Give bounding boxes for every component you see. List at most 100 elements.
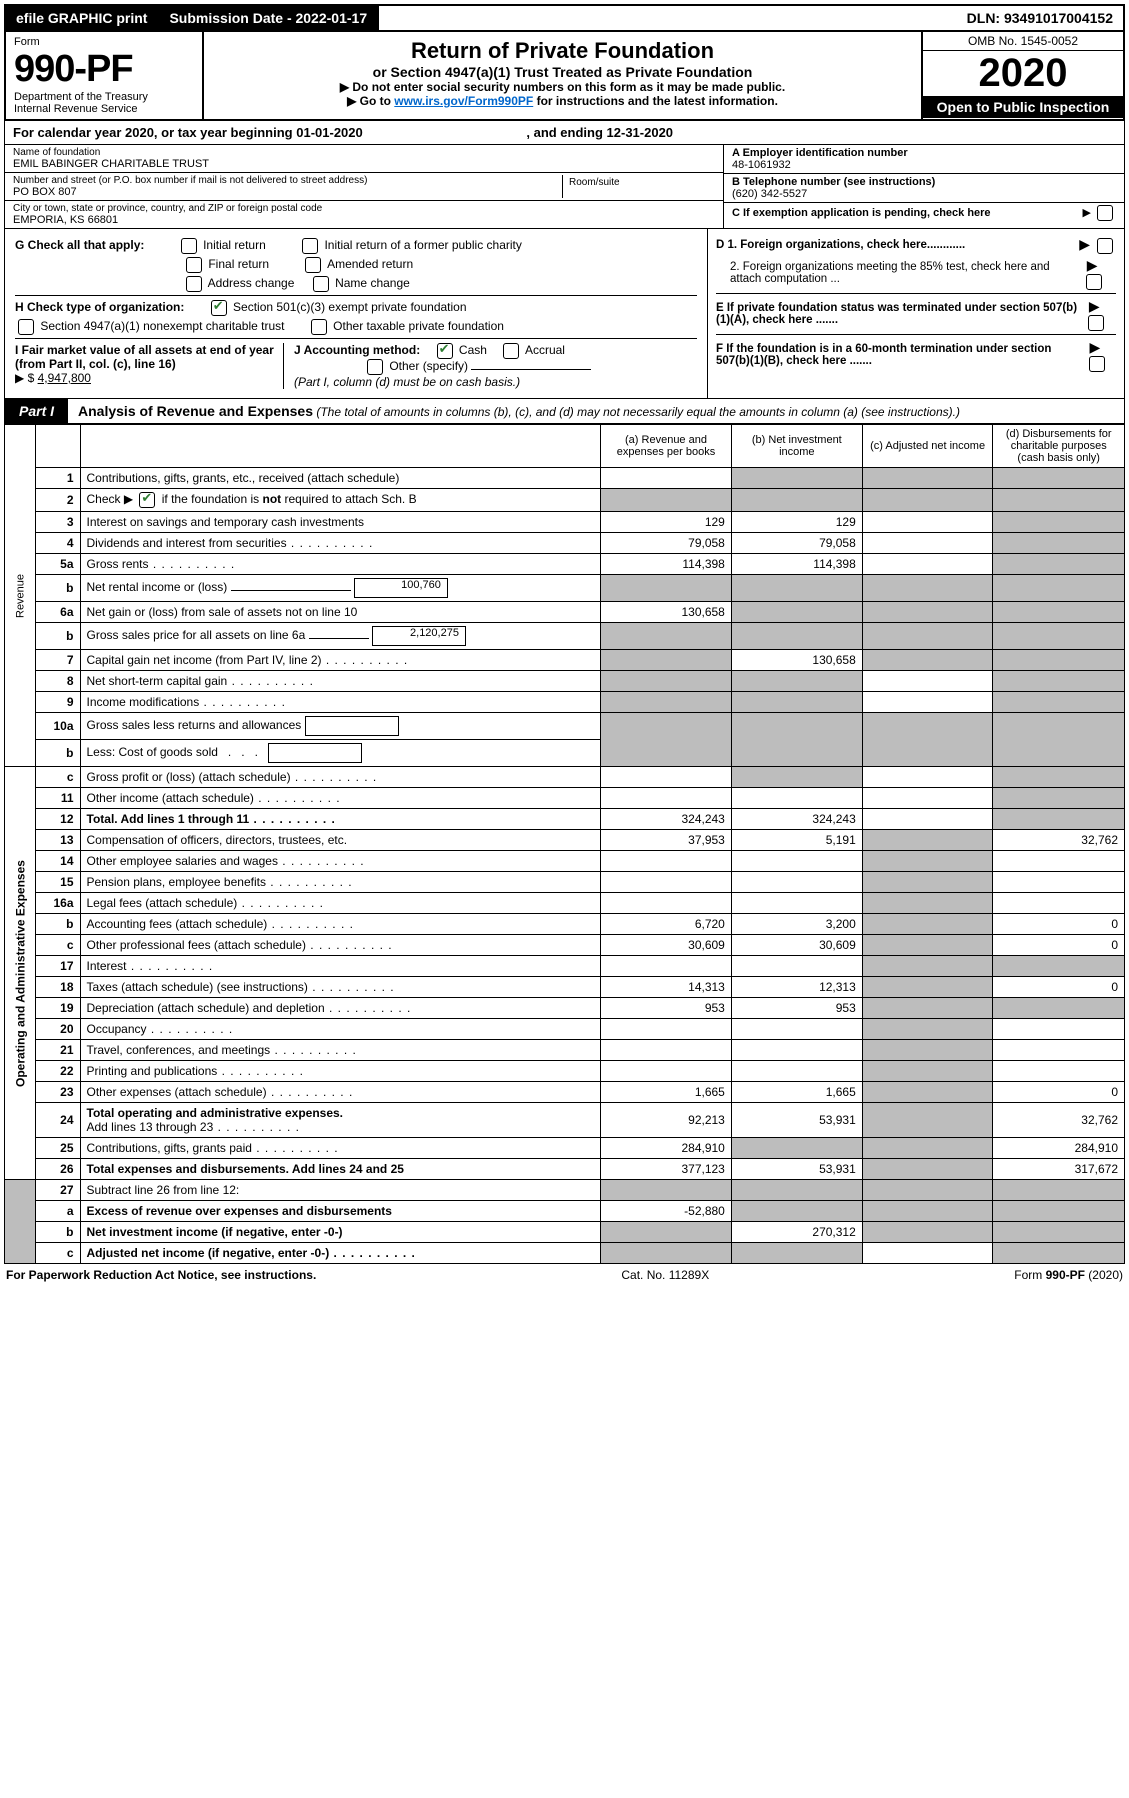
table-row: 9Income modifications bbox=[5, 692, 1125, 713]
col-b-header: (b) Net investment income bbox=[731, 425, 862, 468]
cal-end: 12-31-2020 bbox=[607, 125, 674, 140]
check-section: G Check all that apply: Initial return I… bbox=[4, 229, 1125, 399]
r2-d2: if the foundation is bbox=[158, 492, 262, 506]
r2-d: Check ▶ bbox=[87, 492, 137, 506]
cat-number: Cat. No. 11289X bbox=[621, 1268, 709, 1282]
form-note-1: ▶ Do not enter social security numbers o… bbox=[214, 80, 911, 94]
table-row: bAccounting fees (attach schedule)6,7203… bbox=[5, 914, 1125, 935]
table-row: 10aGross sales less returns and allowanc… bbox=[5, 713, 1125, 740]
part1-note: (The total of amounts in columns (b), (c… bbox=[316, 405, 960, 419]
table-row: 13Compensation of officers, directors, t… bbox=[5, 830, 1125, 851]
j-other: Other (specify) bbox=[389, 359, 468, 373]
cal-begin: 01-01-2020 bbox=[296, 125, 363, 140]
r24-d: Total operating and administrative expen… bbox=[87, 1106, 344, 1120]
d1-checkbox[interactable] bbox=[1097, 238, 1113, 254]
table-row: 17Interest bbox=[5, 956, 1125, 977]
accrual-checkbox[interactable] bbox=[503, 343, 519, 359]
form-number: 990-PF bbox=[14, 48, 194, 91]
d2-label: 2. Foreign organizations meeting the 85%… bbox=[730, 261, 1083, 285]
revenue-expense-table: Revenue (a) Revenue and expenses per boo… bbox=[4, 424, 1125, 1264]
foundation-name: EMIL BABINGER CHARITABLE TRUST bbox=[13, 158, 715, 170]
note2-pre: ▶ Go to bbox=[347, 94, 394, 108]
exemption-pending-label: C If exemption application is pending, c… bbox=[732, 207, 991, 219]
cash-checkbox[interactable] bbox=[437, 343, 453, 359]
revenue-side-label: Revenue bbox=[5, 425, 36, 767]
table-row: 6aNet gain or (loss) from sale of assets… bbox=[5, 602, 1125, 623]
j-cash: Cash bbox=[459, 343, 487, 357]
g-opt-0: Initial return bbox=[203, 238, 266, 252]
form-link[interactable]: www.irs.gov/Form990PF bbox=[394, 94, 533, 108]
address-change-checkbox[interactable] bbox=[186, 276, 202, 292]
i-label: I Fair market value of all assets at end… bbox=[15, 343, 274, 371]
d1-label: D 1. Foreign organizations, check here..… bbox=[716, 239, 965, 251]
h-label: H Check type of organization: bbox=[15, 300, 184, 314]
omb-number: OMB No. 1545-0052 bbox=[923, 32, 1123, 51]
g-opt-2: Final return bbox=[208, 257, 269, 271]
phone-value: (620) 342-5527 bbox=[732, 188, 1116, 200]
part1-title: Analysis of Revenue and Expenses bbox=[78, 403, 313, 419]
submission-date: Submission Date - 2022-01-17 bbox=[159, 6, 379, 30]
r2-not: not bbox=[263, 492, 282, 506]
room-suite-label: Room/suite bbox=[562, 175, 715, 198]
exemption-checkbox[interactable] bbox=[1097, 205, 1113, 221]
amended-return-checkbox[interactable] bbox=[305, 257, 321, 273]
identification-block: Name of foundation EMIL BABINGER CHARITA… bbox=[4, 145, 1125, 229]
form-header: Form 990-PF Department of the Treasury I… bbox=[4, 32, 1125, 121]
r24-d2: Add lines 13 through 23 bbox=[87, 1120, 300, 1134]
arrow-icon: ▶ bbox=[1090, 339, 1101, 355]
g-opt-3: Amended return bbox=[327, 257, 413, 271]
sch-b-checkbox[interactable] bbox=[139, 492, 155, 508]
footer: For Paperwork Reduction Act Notice, see … bbox=[4, 1264, 1125, 1286]
col-c-header: (c) Adjusted net income bbox=[862, 425, 993, 468]
g-opt-4: Address change bbox=[208, 276, 295, 290]
table-row: 3Interest on savings and temporary cash … bbox=[5, 512, 1125, 533]
form-note-2: ▶ Go to www.irs.gov/Form990PF for instru… bbox=[214, 94, 911, 108]
tax-year: 2020 bbox=[923, 51, 1123, 96]
table-row: 2Check ▶ if the foundation is not requir… bbox=[5, 489, 1125, 512]
r6b-d: Gross sales price for all assets on line… bbox=[87, 628, 306, 642]
name-label: Name of foundation bbox=[13, 147, 715, 158]
table-row: 19Depreciation (attach schedule) and dep… bbox=[5, 998, 1125, 1019]
table-row: 16aLegal fees (attach schedule) bbox=[5, 893, 1125, 914]
j-accrual: Accrual bbox=[525, 343, 565, 357]
table-row: 8Net short-term capital gain bbox=[5, 671, 1125, 692]
table-row: 25Contributions, gifts, grants paid284,9… bbox=[5, 1138, 1125, 1159]
paperwork-notice: For Paperwork Reduction Act Notice, see … bbox=[6, 1268, 316, 1282]
table-row: 20Occupancy bbox=[5, 1019, 1125, 1040]
table-row: aExcess of revenue over expenses and dis… bbox=[5, 1201, 1125, 1222]
initial-former-checkbox[interactable] bbox=[302, 238, 318, 254]
table-row: Operating and Administrative Expenses cG… bbox=[5, 767, 1125, 788]
table-row: 23Other expenses (attach schedule)1,6651… bbox=[5, 1082, 1125, 1103]
e-checkbox[interactable] bbox=[1088, 315, 1104, 331]
ein-label: A Employer identification number bbox=[732, 147, 1116, 159]
dept-label: Department of the Treasury bbox=[14, 91, 194, 103]
d2-checkbox[interactable] bbox=[1086, 274, 1102, 290]
r6b-box: 2,120,275 bbox=[372, 626, 466, 646]
form-word: Form bbox=[14, 36, 194, 48]
other-taxable-checkbox[interactable] bbox=[311, 319, 327, 335]
f-checkbox[interactable] bbox=[1089, 356, 1105, 372]
initial-return-checkbox[interactable] bbox=[181, 238, 197, 254]
open-to-public: Open to Public Inspection bbox=[923, 96, 1123, 118]
r5b-d: Net rental income or (loss) bbox=[87, 580, 228, 594]
col-d-header: (d) Disbursements for charitable purpose… bbox=[993, 425, 1125, 468]
r2-d3: required to attach Sch. B bbox=[281, 492, 416, 506]
table-row: 24Total operating and administrative exp… bbox=[5, 1103, 1125, 1138]
topbar: efile GRAPHIC print Submission Date - 20… bbox=[4, 4, 1125, 32]
phone-label: B Telephone number (see instructions) bbox=[732, 176, 1116, 188]
4947a1-checkbox[interactable] bbox=[18, 319, 34, 335]
other-specify-checkbox[interactable] bbox=[367, 359, 383, 375]
irs-label: Internal Revenue Service bbox=[14, 103, 194, 115]
calendar-year-line: For calendar year 2020, or tax year begi… bbox=[4, 121, 1125, 145]
city-label: City or town, state or province, country… bbox=[13, 203, 715, 214]
street-value: PO BOX 807 bbox=[13, 186, 556, 198]
arrow-icon: ▶ bbox=[1079, 236, 1090, 252]
final-return-checkbox[interactable] bbox=[186, 257, 202, 273]
j-label: J Accounting method: bbox=[294, 343, 420, 357]
part1-badge: Part I bbox=[5, 399, 68, 423]
table-row: 21Travel, conferences, and meetings bbox=[5, 1040, 1125, 1061]
name-change-checkbox[interactable] bbox=[313, 276, 329, 292]
501c3-checkbox[interactable] bbox=[211, 300, 227, 316]
h-opt-3: Other taxable private foundation bbox=[333, 319, 504, 333]
table-row: 7Capital gain net income (from Part IV, … bbox=[5, 650, 1125, 671]
